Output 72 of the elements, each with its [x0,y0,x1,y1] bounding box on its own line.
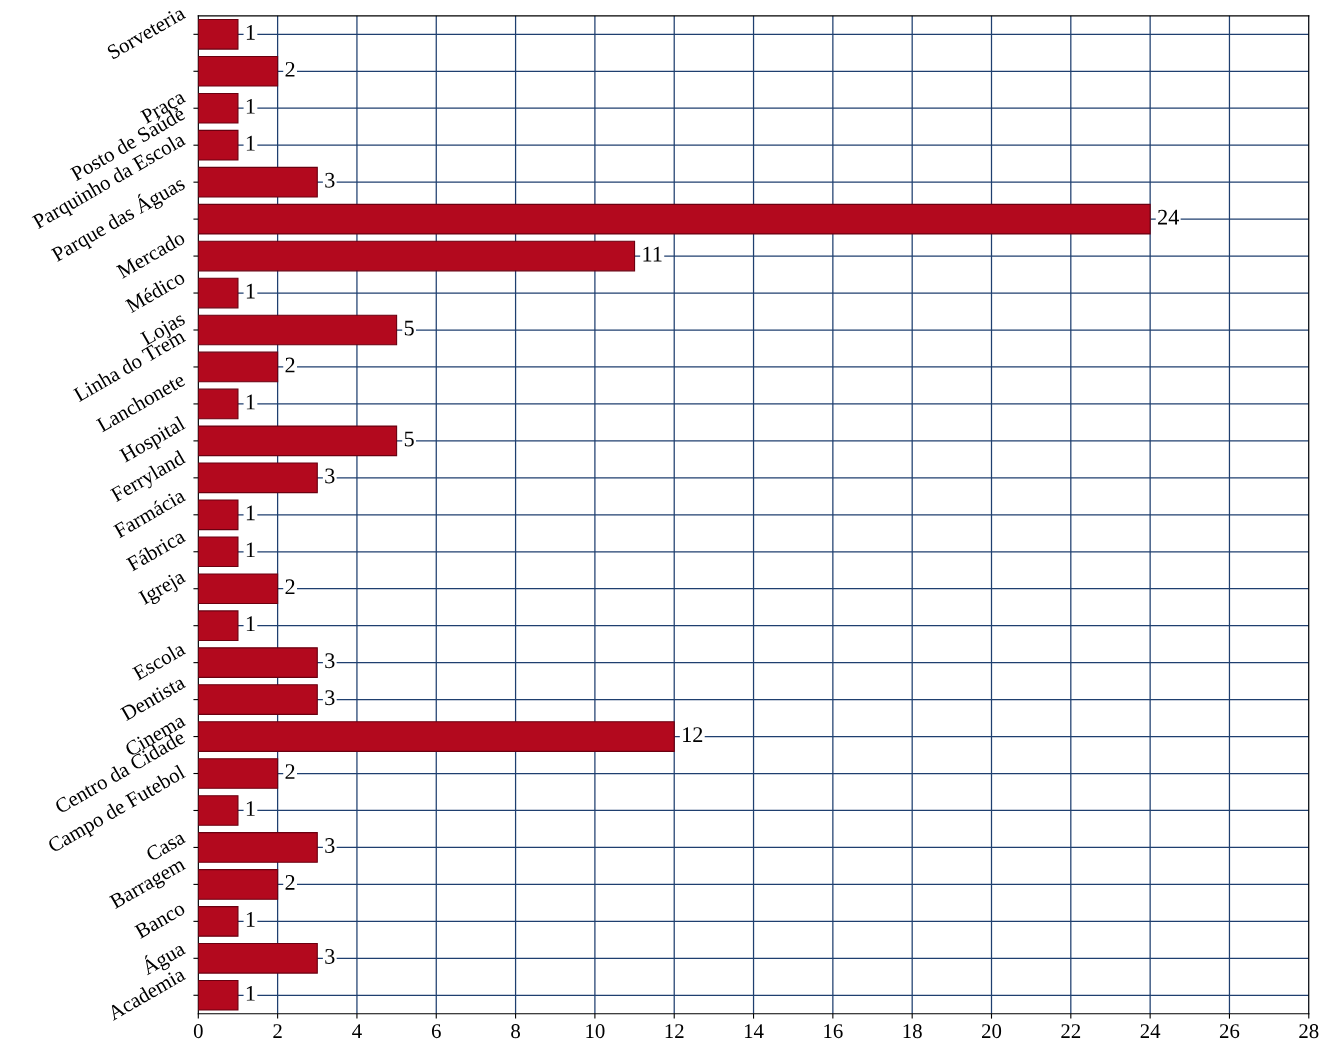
bar [198,869,279,900]
data-label: 1 [246,985,255,1001]
data-label: 3 [325,948,335,964]
x-tick-label: 24 [1140,1024,1161,1038]
data-label: 2 [285,357,295,373]
data-label: 1 [246,98,255,114]
bar [198,684,318,715]
x-tick-label: 8 [511,1024,520,1039]
data-label: 5 [404,431,414,447]
bar [198,499,239,531]
x-tick-label: 4 [352,1024,362,1038]
data-label: 2 [285,875,295,890]
x-tick-label: 0 [193,1024,203,1039]
x-tick-label: 28 [1299,1024,1319,1039]
data-label: 2 [285,764,295,779]
x-tick-label: 6 [431,1024,441,1039]
data-label: 1 [246,135,255,151]
bar [198,462,318,494]
bar [198,277,239,309]
bar [198,55,279,87]
y-tick-label: Casa [145,829,187,862]
data-label: 1 [246,24,255,40]
bar [198,832,318,863]
bar [198,314,398,346]
x-tick-label: 26 [1219,1024,1240,1039]
bar [198,758,279,789]
bar [198,979,239,1011]
bar [198,536,239,568]
x-tick-label: 22 [1061,1024,1081,1038]
data-label: 2 [285,61,295,77]
data-label: 3 [325,468,335,484]
bar [198,166,318,198]
data-label: 3 [325,838,335,853]
x-tick-label: 12 [665,1024,684,1038]
data-label: 1 [246,394,255,410]
data-label: 1 [246,505,255,521]
x-tick-label: 20 [982,1024,1002,1039]
data-label: 5 [404,320,414,336]
data-label: 11 [643,246,662,262]
data-label: 1 [246,912,255,927]
bar [198,240,636,272]
bar [198,129,239,161]
x-tick-label: 10 [586,1024,605,1039]
bar [198,203,1151,235]
x-tick-label: 14 [744,1024,764,1038]
data-label: 3 [325,172,335,188]
bar [198,610,239,642]
data-label: 3 [325,653,335,669]
x-tick-label: 16 [824,1024,843,1039]
bar [198,721,675,752]
data-label: 3 [325,690,335,706]
x-tick-label: 18 [903,1024,922,1039]
bar [198,795,239,826]
bar [198,942,318,974]
bar [198,92,239,124]
bar [198,647,318,678]
y-tick-label: Escola [131,640,187,681]
data-label: 1 [246,801,255,816]
data-label: 24 [1158,209,1179,225]
bar [198,906,239,937]
bar [198,351,279,383]
bar [198,18,239,50]
bar [198,388,239,420]
data-label: 12 [683,727,703,742]
data-label: 1 [246,542,255,558]
bar [198,425,398,457]
x-tick-label: 2 [273,1024,282,1038]
y-tick-label: Igreja [138,572,187,606]
data-label: 1 [246,283,255,299]
data-label: 1 [246,616,255,632]
data-label: 2 [285,579,295,595]
bar [198,573,279,605]
